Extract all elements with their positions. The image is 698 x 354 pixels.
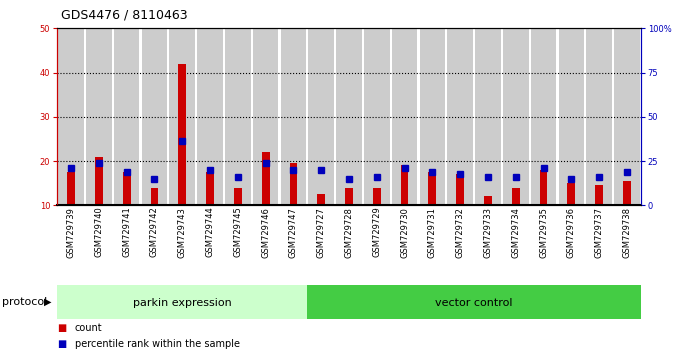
Bar (364, 28, 389, 205)
Bar (558, 28, 584, 205)
Bar (484, 196, 492, 205)
Bar (309, 28, 334, 205)
Bar (123, 172, 131, 205)
Bar (318, 194, 325, 205)
Bar (530, 28, 556, 205)
Bar (59, 28, 84, 205)
Bar (234, 188, 242, 205)
Text: ▶: ▶ (44, 297, 52, 307)
Bar (447, 28, 473, 205)
Bar (142, 28, 168, 205)
Bar (503, 28, 528, 205)
Bar (614, 28, 639, 205)
Bar (345, 188, 353, 205)
Bar (336, 28, 362, 205)
Bar (401, 166, 408, 205)
Bar (262, 152, 269, 205)
Bar (281, 28, 306, 205)
Bar (225, 28, 251, 205)
Bar (179, 64, 186, 205)
Text: vector control: vector control (436, 298, 513, 308)
Bar (392, 28, 417, 205)
Bar (307, 285, 641, 319)
Text: protocol: protocol (2, 297, 47, 307)
Bar (253, 28, 279, 205)
Bar (595, 185, 603, 205)
Text: ■: ■ (57, 339, 66, 349)
Bar (373, 188, 380, 205)
Bar (151, 188, 158, 205)
Bar (475, 28, 500, 205)
Bar (429, 172, 436, 205)
Text: count: count (75, 323, 103, 333)
Bar (512, 188, 519, 205)
Bar (290, 163, 297, 205)
Bar (623, 181, 631, 205)
Bar (67, 172, 75, 205)
Text: ■: ■ (57, 323, 66, 333)
Bar (456, 175, 464, 205)
Bar (114, 28, 140, 205)
Bar (206, 172, 214, 205)
Text: parkin expression: parkin expression (133, 298, 232, 308)
Bar (170, 28, 195, 205)
Bar (419, 28, 445, 205)
Bar (198, 28, 223, 205)
Bar (86, 28, 112, 205)
Bar (95, 156, 103, 205)
Bar (540, 170, 547, 205)
Bar (57, 285, 307, 319)
Text: GDS4476 / 8110463: GDS4476 / 8110463 (61, 9, 187, 22)
Bar (586, 28, 612, 205)
Bar (567, 183, 575, 205)
Text: percentile rank within the sample: percentile rank within the sample (75, 339, 239, 349)
